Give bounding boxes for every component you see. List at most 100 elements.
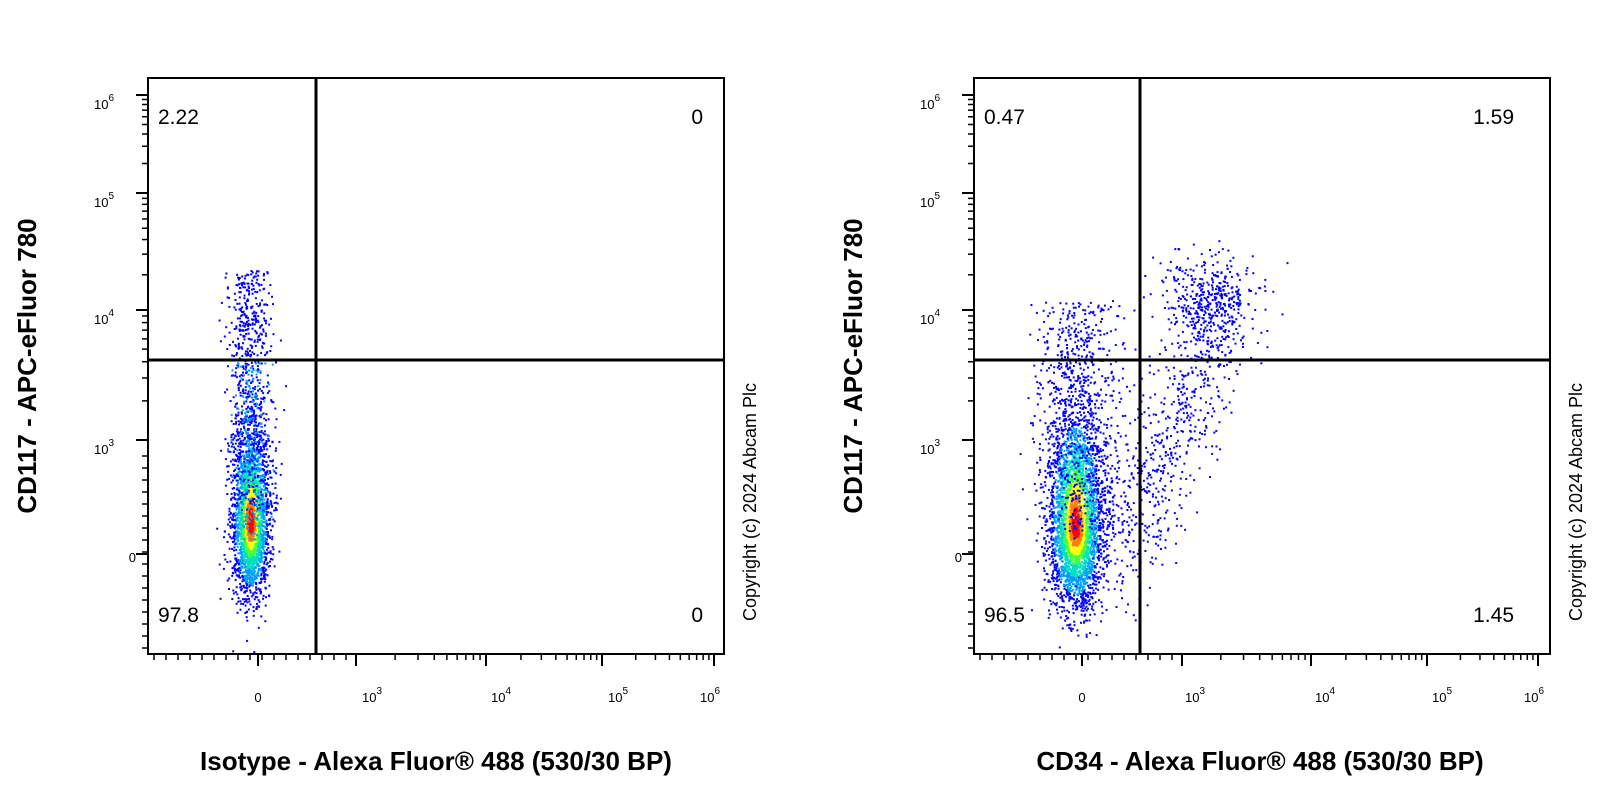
data-point	[243, 575, 246, 578]
data-point	[1035, 539, 1038, 542]
data-point	[255, 394, 258, 397]
data-point	[1091, 525, 1094, 528]
data-point	[235, 422, 237, 425]
data-point	[253, 533, 256, 535]
data-point	[232, 423, 235, 425]
data-point	[246, 429, 249, 432]
data-point	[254, 533, 257, 535]
data-point	[256, 596, 259, 599]
data-point	[266, 471, 269, 474]
data-point	[253, 275, 256, 278]
data-point	[247, 337, 250, 340]
data-point	[244, 565, 247, 568]
data-point	[1088, 396, 1091, 399]
data-point	[243, 455, 246, 458]
data-point	[245, 452, 248, 455]
data-point	[262, 398, 265, 400]
data-point	[257, 572, 259, 575]
data-point	[257, 480, 260, 483]
data-point	[241, 571, 244, 574]
data-point	[1044, 559, 1047, 562]
data-point	[1068, 531, 1071, 534]
data-point	[229, 460, 232, 463]
data-point	[241, 471, 244, 474]
data-point	[229, 560, 232, 563]
data-point	[243, 422, 246, 425]
data-point	[249, 400, 252, 403]
data-point	[264, 587, 267, 590]
data-point	[235, 394, 237, 397]
data-point	[233, 493, 236, 496]
data-point	[254, 362, 257, 365]
data-point	[1066, 493, 1069, 496]
data-point	[250, 557, 253, 560]
data-point	[248, 558, 251, 561]
data-point	[242, 535, 245, 538]
data-point	[275, 447, 278, 450]
data-point	[240, 374, 243, 377]
data-point	[255, 332, 258, 335]
data-point	[227, 533, 230, 536]
data-point	[235, 543, 238, 545]
data-point	[235, 367, 238, 370]
data-point	[253, 412, 255, 415]
data-point	[245, 556, 248, 558]
data-point	[1059, 449, 1062, 452]
data-point	[252, 474, 255, 477]
data-point	[255, 480, 258, 482]
data-point	[226, 286, 229, 289]
data-point	[247, 528, 250, 530]
data-point	[235, 508, 238, 511]
data-point	[234, 434, 237, 437]
data-point	[230, 436, 233, 439]
data-point	[249, 466, 252, 469]
data-point	[1068, 387, 1071, 390]
data-point	[261, 566, 264, 569]
data-point	[235, 560, 238, 563]
data-point	[251, 305, 254, 308]
data-point	[262, 477, 265, 480]
data-point	[1071, 566, 1074, 569]
data-point	[244, 612, 247, 614]
data-point	[245, 450, 248, 453]
data-point	[248, 550, 251, 553]
data-point	[1044, 540, 1047, 543]
data-point	[255, 488, 258, 491]
data-point	[265, 419, 267, 422]
data-point	[250, 527, 253, 530]
data-point	[255, 369, 258, 372]
data-point	[253, 570, 256, 573]
data-point	[250, 307, 253, 310]
data-point	[250, 474, 253, 476]
data-point	[240, 556, 243, 559]
data-point	[238, 469, 241, 472]
data-point	[273, 470, 276, 473]
data-point	[244, 598, 246, 601]
data-point	[257, 283, 260, 286]
data-point	[1058, 574, 1061, 577]
data-point	[252, 482, 255, 485]
data-point	[251, 539, 254, 542]
data-point	[250, 548, 253, 551]
data-point	[224, 484, 227, 487]
data-point	[253, 424, 256, 427]
data-point	[266, 351, 269, 354]
data-point	[238, 502, 241, 505]
data-point	[1089, 463, 1092, 466]
data-point	[236, 593, 239, 596]
data-point	[267, 418, 270, 421]
data-point	[260, 481, 263, 484]
data-point	[243, 454, 246, 457]
data-point	[240, 552, 243, 555]
data-point	[226, 478, 229, 481]
data-point	[263, 484, 265, 487]
data-point	[261, 324, 263, 327]
data-point	[259, 450, 262, 452]
data-point	[242, 467, 245, 470]
data-point	[262, 541, 265, 544]
data-point	[253, 651, 256, 653]
data-point	[248, 440, 251, 443]
data-point	[230, 481, 233, 484]
data-point	[236, 569, 239, 572]
data-point	[253, 501, 256, 504]
